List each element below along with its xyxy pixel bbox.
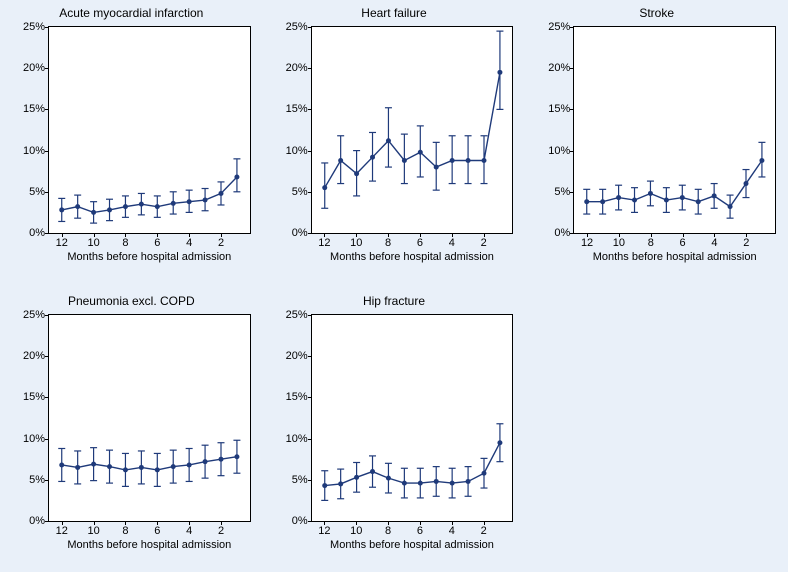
ytick-label: 0% — [554, 227, 570, 239]
xaxis-title: Months before hospital admission — [49, 539, 250, 551]
xtick-label: 6 — [154, 525, 160, 537]
ytick-label: 5% — [292, 186, 308, 198]
ytick-label: 20% — [286, 350, 308, 362]
panel: Stroke0%5%10%15%20%25%12108642Months bef… — [531, 6, 782, 278]
chart-svg — [312, 27, 513, 233]
ytick-label: 5% — [29, 474, 45, 486]
xtick-label: 4 — [711, 237, 717, 249]
panel-title: Acute myocardial infarction — [6, 6, 257, 20]
ytick-label: 10% — [286, 433, 308, 445]
panel-title: Pneumonia excl. COPD — [6, 294, 257, 308]
xtick-label: 10 — [350, 525, 362, 537]
ytick-label: 25% — [23, 309, 45, 321]
ytick-label: 25% — [548, 21, 570, 33]
ytick-label: 25% — [286, 21, 308, 33]
chart-svg — [49, 315, 250, 521]
ytick-label: 15% — [23, 103, 45, 115]
ytick-label: 20% — [23, 350, 45, 362]
ytick-label: 20% — [286, 62, 308, 74]
ytick-label: 10% — [23, 433, 45, 445]
ytick-label: 5% — [29, 186, 45, 198]
chart-svg — [49, 27, 250, 233]
ytick-label: 0% — [292, 515, 308, 527]
xtick-label: 6 — [417, 237, 423, 249]
xtick-label: 12 — [56, 237, 68, 249]
xaxis-title: Months before hospital admission — [574, 251, 775, 263]
xtick-label: 4 — [449, 525, 455, 537]
xtick-label: 8 — [385, 525, 391, 537]
ytick-label: 25% — [23, 21, 45, 33]
xtick-label: 6 — [680, 237, 686, 249]
ytick-label: 20% — [548, 62, 570, 74]
xtick-label: 12 — [581, 237, 593, 249]
xtick-label: 2 — [481, 237, 487, 249]
panel: Hip fracture0%5%10%15%20%25%12108642Mont… — [269, 294, 520, 566]
xtick-label: 2 — [743, 237, 749, 249]
xtick-label: 8 — [385, 237, 391, 249]
xtick-label: 10 — [350, 237, 362, 249]
panel: Pneumonia excl. COPD0%5%10%15%20%25%1210… — [6, 294, 257, 566]
ytick-label: 0% — [292, 227, 308, 239]
xtick-label: 4 — [186, 525, 192, 537]
xtick-label: 10 — [87, 525, 99, 537]
xtick-label: 10 — [87, 237, 99, 249]
ytick-label: 15% — [286, 103, 308, 115]
xtick-label: 8 — [122, 237, 128, 249]
xtick-label: 12 — [318, 525, 330, 537]
ytick-label: 5% — [292, 474, 308, 486]
xtick-label: 6 — [417, 525, 423, 537]
plot-area: 0%5%10%15%20%25%12108642Months before ho… — [311, 26, 514, 234]
xtick-label: 8 — [648, 237, 654, 249]
ytick-label: 15% — [548, 103, 570, 115]
ytick-label: 20% — [23, 62, 45, 74]
panel-title: Stroke — [531, 6, 782, 20]
xtick-label: 2 — [218, 525, 224, 537]
xaxis-title: Months before hospital admission — [49, 251, 250, 263]
panel: Heart failure0%5%10%15%20%25%12108642Mon… — [269, 6, 520, 278]
ytick-label: 0% — [29, 515, 45, 527]
xtick-label: 12 — [56, 525, 68, 537]
ytick-label: 15% — [23, 391, 45, 403]
xaxis-title: Months before hospital admission — [312, 539, 513, 551]
xtick-label: 2 — [218, 237, 224, 249]
xtick-label: 8 — [122, 525, 128, 537]
ytick-label: 10% — [286, 145, 308, 157]
panel: Acute myocardial infarction0%5%10%15%20%… — [6, 6, 257, 278]
xtick-label: 6 — [154, 237, 160, 249]
chart-svg — [312, 315, 513, 521]
plot-area: 0%5%10%15%20%25%12108642Months before ho… — [573, 26, 776, 234]
ytick-label: 5% — [554, 186, 570, 198]
xaxis-title: Months before hospital admission — [312, 251, 513, 263]
panel-title: Heart failure — [269, 6, 520, 20]
ytick-label: 25% — [286, 309, 308, 321]
plot-area: 0%5%10%15%20%25%12108642Months before ho… — [48, 26, 251, 234]
figure: Acute myocardial infarction0%5%10%15%20%… — [0, 0, 788, 572]
xtick-label: 10 — [613, 237, 625, 249]
ytick-label: 0% — [29, 227, 45, 239]
plot-area: 0%5%10%15%20%25%12108642Months before ho… — [48, 314, 251, 522]
chart-svg — [574, 27, 775, 233]
ytick-label: 10% — [23, 145, 45, 157]
xtick-label: 2 — [481, 525, 487, 537]
xtick-label: 4 — [449, 237, 455, 249]
panel-title: Hip fracture — [269, 294, 520, 308]
xtick-label: 4 — [186, 237, 192, 249]
ytick-label: 15% — [286, 391, 308, 403]
ytick-label: 10% — [548, 145, 570, 157]
plot-area: 0%5%10%15%20%25%12108642Months before ho… — [311, 314, 514, 522]
xtick-label: 12 — [318, 237, 330, 249]
